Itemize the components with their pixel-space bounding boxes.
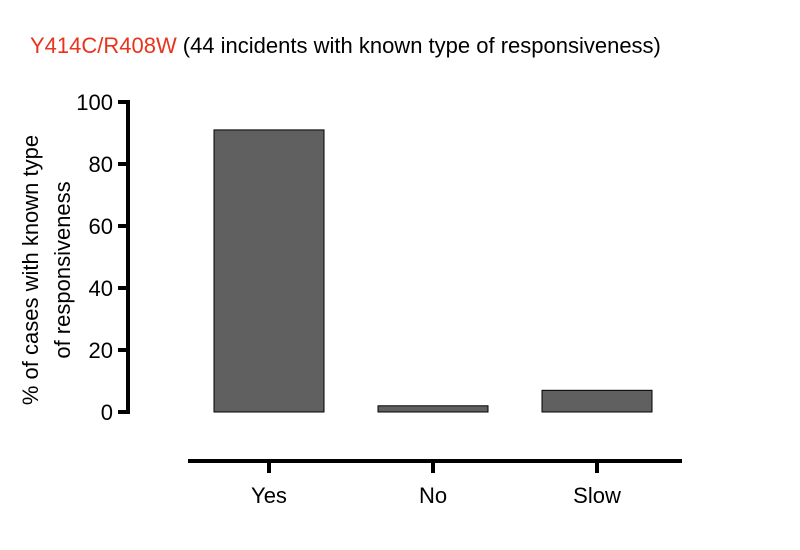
x-tick-label: Slow <box>573 483 621 508</box>
y-tick-label: 40 <box>89 276 113 301</box>
title-highlight: Y414C/R408W <box>30 33 177 58</box>
y-axis-label: % of cases with known type <box>18 135 43 405</box>
chart-title: Y414C/R408W (44 incidents with known type… <box>30 33 661 58</box>
y-tick-label: 0 <box>101 400 113 425</box>
title-rest: (44 incidents with known type of respons… <box>183 33 661 58</box>
bar <box>377 405 489 413</box>
x-tick-label: Yes <box>251 483 287 508</box>
y-tick-label: 100 <box>76 90 113 115</box>
y-tick-label: 20 <box>89 338 113 363</box>
y-axis-label: of responsiveness <box>50 181 75 358</box>
bar <box>541 389 653 413</box>
bar <box>213 129 325 413</box>
y-tick-label: 80 <box>89 152 113 177</box>
x-tick-label: No <box>419 483 447 508</box>
y-tick-label: 60 <box>89 214 113 239</box>
